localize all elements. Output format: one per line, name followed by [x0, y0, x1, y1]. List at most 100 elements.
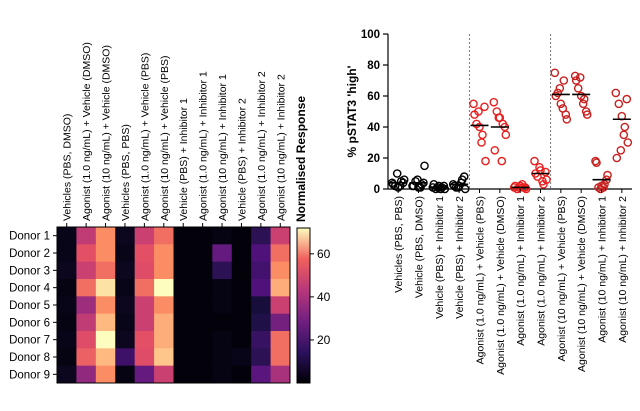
data-point: [592, 158, 601, 167]
heatmap-cell: [212, 365, 233, 384]
row-label: Donor 5: [9, 300, 50, 312]
colorbar-tick-label: 20: [317, 333, 331, 347]
heatmap-cell: [57, 331, 77, 349]
heatmap-cell: [95, 348, 116, 367]
row-label: Donor 9: [9, 369, 50, 381]
heatmap-cell: [115, 244, 136, 263]
data-point: [501, 130, 511, 140]
data-point: [478, 130, 487, 140]
column-label: Agonist (1.0 ng/mL) + Inhibitor 2: [256, 71, 268, 221]
heatmap-cell: [154, 261, 174, 280]
heatmap-cell: [57, 365, 77, 384]
y-tick-label: 40: [367, 122, 380, 134]
column-label: Vehicle (PBS) + Inhibitor 2: [237, 98, 249, 221]
heatmap-cell: [154, 244, 174, 263]
heatmap-cell: [231, 313, 252, 332]
heatmap-cell: [251, 296, 271, 315]
heatmap-cell: [231, 348, 252, 367]
heatmap-cell: [173, 296, 194, 315]
heatmap-cell: [154, 279, 174, 297]
heatmap-cell: [192, 296, 213, 315]
heatmap-cell: [270, 227, 291, 245]
heatmap-cell: [115, 261, 136, 280]
data-point: [542, 175, 551, 184]
column-label: Agonist (1.0 ng/mL) + Vehicle (PBS): [139, 53, 151, 221]
x-tick-label: Vehicle (PBS, DMSO): [414, 196, 426, 298]
heatmap-cell: [95, 279, 116, 297]
column-label: Agonist (10 ng/mL) + Inhibitor 1: [217, 74, 229, 221]
heatmap-cell: [251, 365, 271, 384]
scatter-panel: 0 20 40 60 80 100 % pSTAT3 'high' Vehicles (PBS…: [345, 29, 633, 375]
heatmap-cell: [57, 296, 77, 315]
data-point: [561, 110, 571, 119]
colorbar: 20 40 60 Normalised Response: [294, 96, 331, 384]
data-point: [530, 156, 539, 166]
row-label: Donor 4: [9, 283, 51, 295]
heatmap-cell: [173, 331, 194, 349]
colorbar-tick-label: 60: [317, 247, 331, 261]
row-label: Donor 2: [9, 248, 50, 260]
data-point: [570, 71, 580, 81]
column-label: Agonist (1.0 ng/mL) + Vehicle (DMSO): [81, 42, 93, 221]
heatmap-cell: [192, 261, 213, 280]
heatmap-cell: [251, 261, 271, 280]
column-label: Agonist (1.0 ng/mL) + Inhibitor 1: [198, 71, 210, 221]
x-tick-label: Agonist (10 ng/mL) + Inhibitor 2: [617, 196, 629, 343]
heatmap-cell: [57, 279, 77, 297]
heatmap-cell: [154, 227, 174, 245]
heatmap-cell: [76, 331, 97, 349]
heatmap-cell: [173, 348, 194, 367]
data-point: [620, 122, 630, 132]
heatmap-cell: [231, 365, 252, 384]
heatmap-cell: [251, 244, 271, 263]
heatmap-cell: [76, 279, 97, 297]
heatmap-cell: [115, 296, 136, 315]
heatmap-cell: [95, 261, 116, 280]
heatmap-cell: [115, 279, 136, 297]
data-point: [477, 138, 486, 147]
data-point: [420, 161, 429, 171]
heatmap-cell: [270, 365, 291, 384]
data-point: [603, 170, 612, 180]
heatmap-cell: [134, 244, 155, 263]
heatmap-cell: [270, 244, 291, 263]
heatmap-cell: [270, 313, 291, 332]
heatmap-cell: [192, 313, 213, 332]
y-tick-label: 80: [367, 60, 380, 72]
heatmap-cell: [173, 365, 194, 384]
heatmap-cell: [212, 296, 233, 315]
x-tick-label: Vehicle (PBS) + Inhibitor 2: [454, 196, 466, 319]
heatmap-cell: [173, 244, 194, 263]
x-tick-label: Vehicles (PBS, PBS): [393, 196, 405, 293]
data-point: [575, 73, 585, 82]
heatmap-cell: [57, 244, 77, 263]
row-label: Donor 7: [9, 335, 50, 347]
heatmap-cell: [76, 365, 97, 384]
heatmap-cell: [134, 365, 155, 384]
heatmap-cell: [76, 244, 97, 263]
heatmap-cell: [192, 244, 213, 263]
y-axis-label: % pSTAT3 'high': [345, 65, 359, 157]
heatmap-cell: [154, 365, 174, 384]
data-point: [562, 115, 572, 124]
heatmap-cell: [212, 244, 233, 263]
data-point: [619, 130, 629, 140]
data-point: [497, 156, 507, 166]
heatmap-cell: [231, 227, 252, 245]
heatmap-cell: [134, 296, 155, 315]
x-tick-label: Agonist (1.0 ng/mL) + Inhibitor 1: [515, 196, 527, 346]
heatmap-cell: [270, 261, 291, 280]
heatmap-cell: [95, 244, 116, 263]
row-label: Donor 1: [9, 231, 50, 243]
heatmap-cell: [173, 313, 194, 332]
data-point: [535, 162, 544, 172]
x-tick-label: Agonist (10 ng/mL) + Vehicle (DMSO): [576, 196, 588, 372]
y-tick-label: 100: [361, 29, 380, 41]
heatmap-cell: [173, 279, 194, 297]
data-point: [599, 183, 608, 192]
x-tick-label: Vehicle (PBS) + Inhibitor 1: [434, 196, 446, 319]
data-point: [612, 153, 622, 163]
data-point: [494, 113, 504, 122]
data-point: [573, 84, 583, 93]
data-point: [538, 176, 547, 186]
